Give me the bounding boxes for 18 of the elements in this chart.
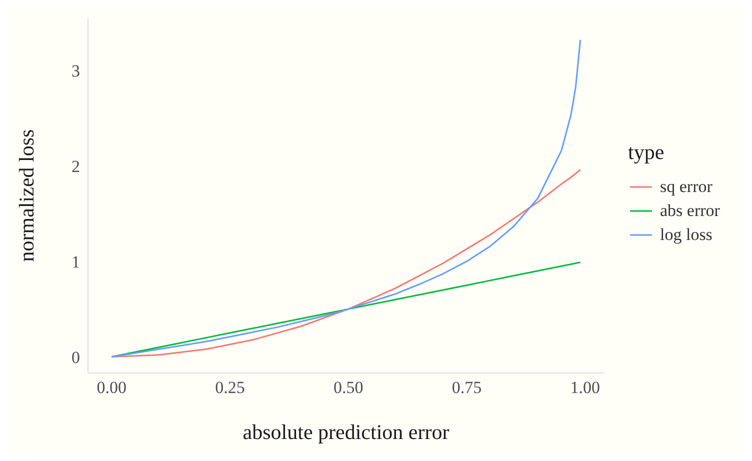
x-tick-label: 1.00 bbox=[570, 378, 600, 398]
y-axis-title: normalized loss bbox=[14, 129, 38, 262]
x-axis-title: absolute prediction error bbox=[242, 420, 450, 444]
y-tick-label: 0 bbox=[72, 348, 80, 367]
legend-label: sq error bbox=[659, 176, 714, 198]
y-tick-label: 1 bbox=[72, 252, 80, 272]
line-series bbox=[110, 39, 582, 358]
line-series bbox=[110, 262, 582, 358]
y-tick-label: 2 bbox=[72, 156, 80, 176]
line-series bbox=[110, 168, 582, 358]
legend-title: type bbox=[628, 140, 666, 165]
legend-label: log loss bbox=[659, 224, 714, 246]
x-tick-label: 0.75 bbox=[452, 378, 482, 398]
y-tick-label: 3 bbox=[72, 62, 80, 81]
x-tick-label: 0.00 bbox=[96, 378, 127, 398]
legend-label: abs error bbox=[659, 200, 720, 222]
x-tick-label: 0.50 bbox=[333, 378, 364, 398]
x-tick-label: 0.25 bbox=[215, 378, 245, 398]
